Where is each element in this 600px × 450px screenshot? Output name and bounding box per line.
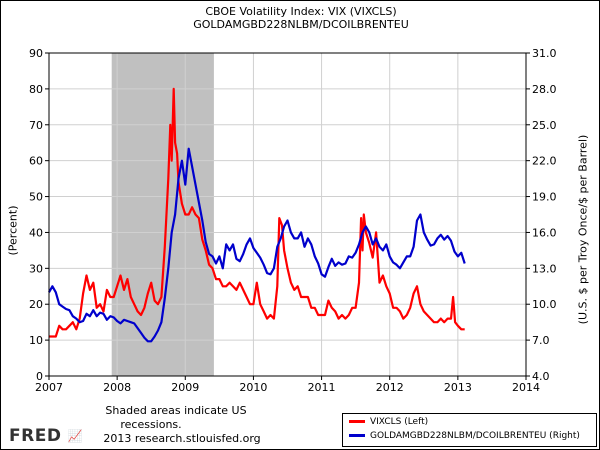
- recession-note-line2: recessions.: [120, 418, 182, 431]
- tick-label-left: 90: [29, 47, 43, 60]
- tick-label-left: 10: [29, 334, 43, 347]
- fred-logo-text: FRED: [9, 426, 62, 446]
- tick-label-left: 60: [29, 155, 43, 168]
- tick-label-left: 20: [29, 298, 43, 311]
- tick-label-right: 19.0: [532, 191, 557, 204]
- chart-legend: VIXCLS (Left) GOLDAMGBD228NLBM/DCOILBREN…: [342, 413, 597, 447]
- chart-subtitle: GOLDAMGBD228NLBM/DCOILBRENTEU: [193, 18, 409, 31]
- tick-label-left: 40: [29, 226, 43, 239]
- source-url[interactable]: 2013 research.stlouisfed.org: [103, 432, 261, 445]
- fred-logo[interactable]: FRED 📈: [9, 426, 83, 446]
- tick-label-left: 50: [29, 191, 43, 204]
- chart-spark-icon: 📈: [67, 429, 84, 443]
- chart-title: CBOE Volatility Index: VIX (VIXCLS): [205, 5, 397, 18]
- legend-label-gold-oil: GOLDAMGBD228NLBM/DCOILBRENTEU (Right): [370, 431, 580, 441]
- recession-note-line1: Shaded areas indicate US: [105, 404, 247, 417]
- left-axis-title: (Percent): [6, 205, 20, 256]
- chart-plot: 0 10 20 30 40 50 60 70 80 90 4.0 7.0 10.0 13.0 16.0 19.…: [29, 47, 557, 394]
- series-line-vix: [49, 87, 465, 338]
- tick-label-right: 25.0: [532, 119, 557, 132]
- series-line-gold-oil: [48, 147, 466, 343]
- tick-label-x: 2010: [239, 381, 267, 394]
- tick-label-x: 2014: [512, 381, 540, 394]
- tick-label-right: 7.0: [532, 334, 550, 347]
- tick-label-x: 2011: [308, 381, 336, 394]
- legend-swatch-vix: [349, 420, 365, 423]
- legend-item-gold-oil: GOLDAMGBD228NLBM/DCOILBRENTEU (Right): [349, 431, 580, 443]
- plot-border: [48, 52, 527, 377]
- tick-label-left: 80: [29, 83, 43, 96]
- recession-band: [111, 53, 214, 376]
- tick-label-right: 4.0: [532, 370, 550, 383]
- legend-item-vix: VIXCLS (Left): [349, 417, 428, 429]
- tick-label-left: 30: [29, 262, 43, 275]
- tick-label-left: 0: [36, 370, 43, 383]
- tick-label-x: 2012: [376, 381, 404, 394]
- tick-label-left: 70: [29, 119, 43, 132]
- tick-label-right: 28.0: [532, 83, 557, 96]
- tick-label-x: 2008: [103, 381, 131, 394]
- right-axis-title: (U.S. $ per Troy Once/$ per Barrel): [576, 134, 590, 325]
- tick-label-x: 2007: [35, 381, 63, 394]
- tick-label-right: 16.0: [532, 226, 557, 239]
- tick-label-right: 10.0: [532, 298, 557, 311]
- tick-label-right: 22.0: [532, 155, 557, 168]
- tick-label-x: 2013: [444, 381, 472, 394]
- tick-label-right: 13.0: [532, 262, 557, 275]
- tick-label-x: 2009: [171, 381, 199, 394]
- legend-label-vix: VIXCLS (Left): [370, 417, 429, 427]
- legend-swatch-gold-oil: [349, 434, 365, 437]
- tick-label-right: 31.0: [532, 47, 557, 60]
